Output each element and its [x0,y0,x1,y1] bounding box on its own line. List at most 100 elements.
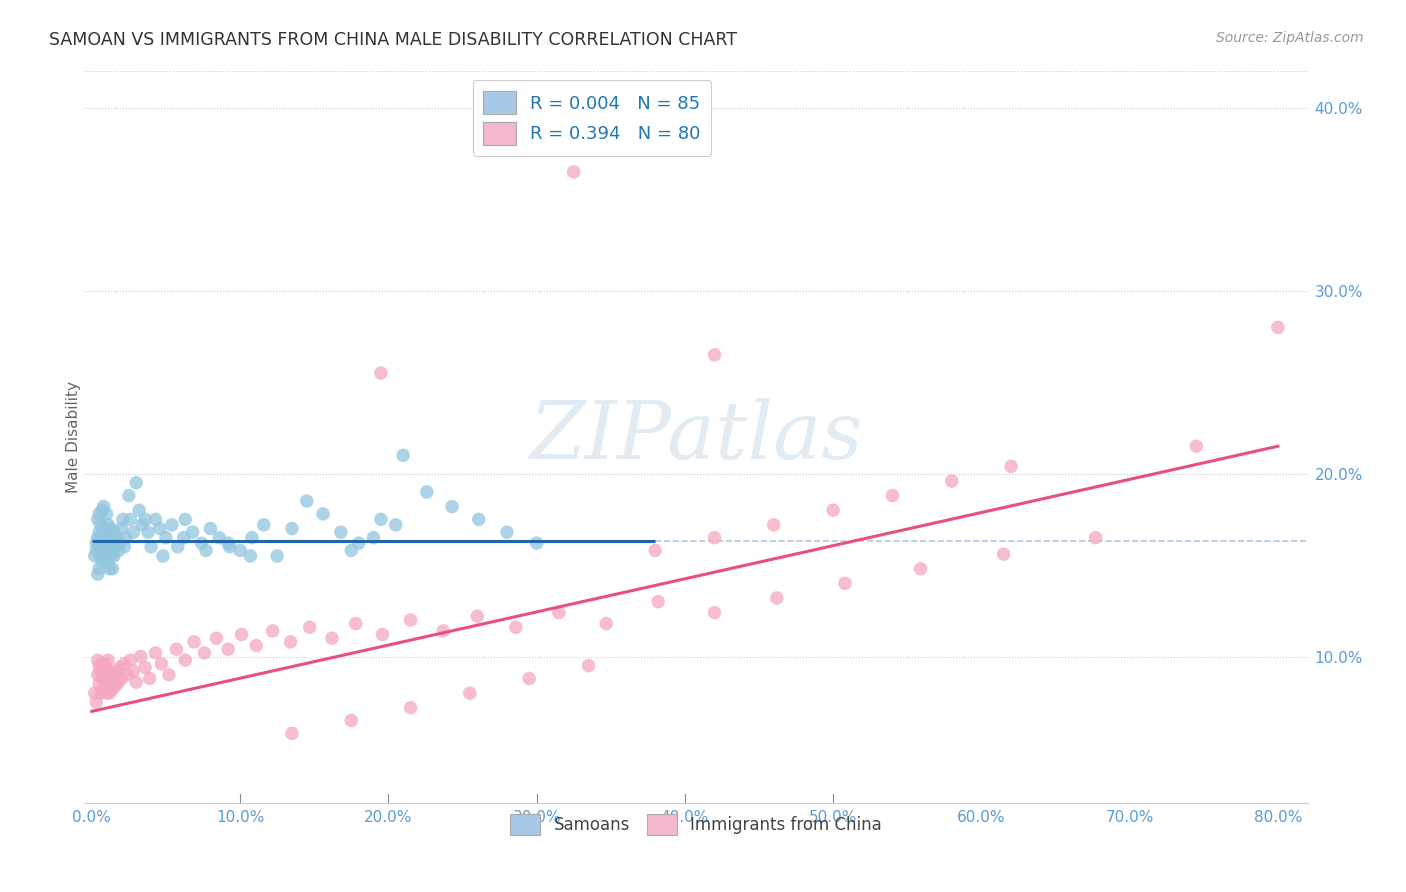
Point [107,543,129,558]
Point [281,521,304,535]
Point [245,639,267,653]
Point [90,686,112,700]
Point [97,543,120,558]
Point [229,543,252,558]
Point [103,549,125,563]
Point [1084,531,1107,545]
Point [101,562,124,576]
Point [416,485,439,500]
Point [200,521,222,535]
Point [231,627,253,641]
Point [110,672,132,686]
Point [84,543,107,558]
Point [370,512,392,526]
Point [108,660,131,674]
Point [125,675,148,690]
Point [128,503,150,517]
Point [136,525,159,540]
Point [157,667,180,681]
Point [823,503,845,517]
Point [101,682,124,697]
Point [190,536,212,550]
Point [465,609,488,624]
Point [193,646,215,660]
Point [112,657,135,671]
Point [112,540,135,554]
Point [399,700,422,714]
Point [97,677,120,691]
Point [281,726,304,740]
Point [505,620,527,634]
Point [91,503,114,517]
Point [94,549,117,563]
Point [834,576,856,591]
Point [103,525,125,540]
Point [941,474,963,488]
Point [392,448,415,462]
Point [762,517,785,532]
Point [83,549,105,563]
Point [97,517,120,532]
Point [347,536,370,550]
Point [145,646,167,660]
Point [526,536,548,550]
Point [98,686,121,700]
Point [90,664,112,678]
Point [165,642,187,657]
Point [765,591,787,605]
Point [98,562,121,576]
Point [107,675,129,690]
Point [97,653,120,667]
Point [384,517,406,532]
Point [91,672,114,686]
Point [131,517,153,532]
Point [174,512,197,526]
Point [98,536,121,550]
Y-axis label: Male Disability: Male Disability [66,381,80,493]
Point [103,667,125,681]
Text: Source: ZipAtlas.com: Source: ZipAtlas.com [1216,31,1364,45]
Point [110,521,132,535]
Point [134,660,156,674]
Point [84,536,107,550]
Point [399,613,422,627]
Point [205,632,228,646]
Point [93,543,115,558]
Point [104,679,127,693]
Point [94,672,117,686]
Point [1000,459,1022,474]
Point [139,540,162,554]
Point [578,658,600,673]
Point [90,549,112,563]
Point [312,507,335,521]
Point [647,594,669,608]
Point [329,525,352,540]
Point [910,562,932,576]
Point [340,714,363,728]
Point [371,627,394,641]
Point [104,540,127,554]
Point [91,554,114,568]
Point [115,531,138,545]
Point [993,547,1015,561]
Point [108,536,131,550]
Point [89,540,111,554]
Point [98,664,121,678]
Point [217,642,239,657]
Point [134,512,156,526]
Point [266,549,288,563]
Point [150,657,173,671]
Point [703,531,725,545]
Point [93,521,115,535]
Point [96,507,118,521]
Point [86,653,108,667]
Point [86,567,108,582]
Point [703,348,725,362]
Point [1185,439,1208,453]
Point [89,507,111,521]
Point [181,525,204,540]
Text: ZIPatlas: ZIPatlas [529,399,863,475]
Point [90,517,112,532]
Point [644,543,666,558]
Point [93,500,115,514]
